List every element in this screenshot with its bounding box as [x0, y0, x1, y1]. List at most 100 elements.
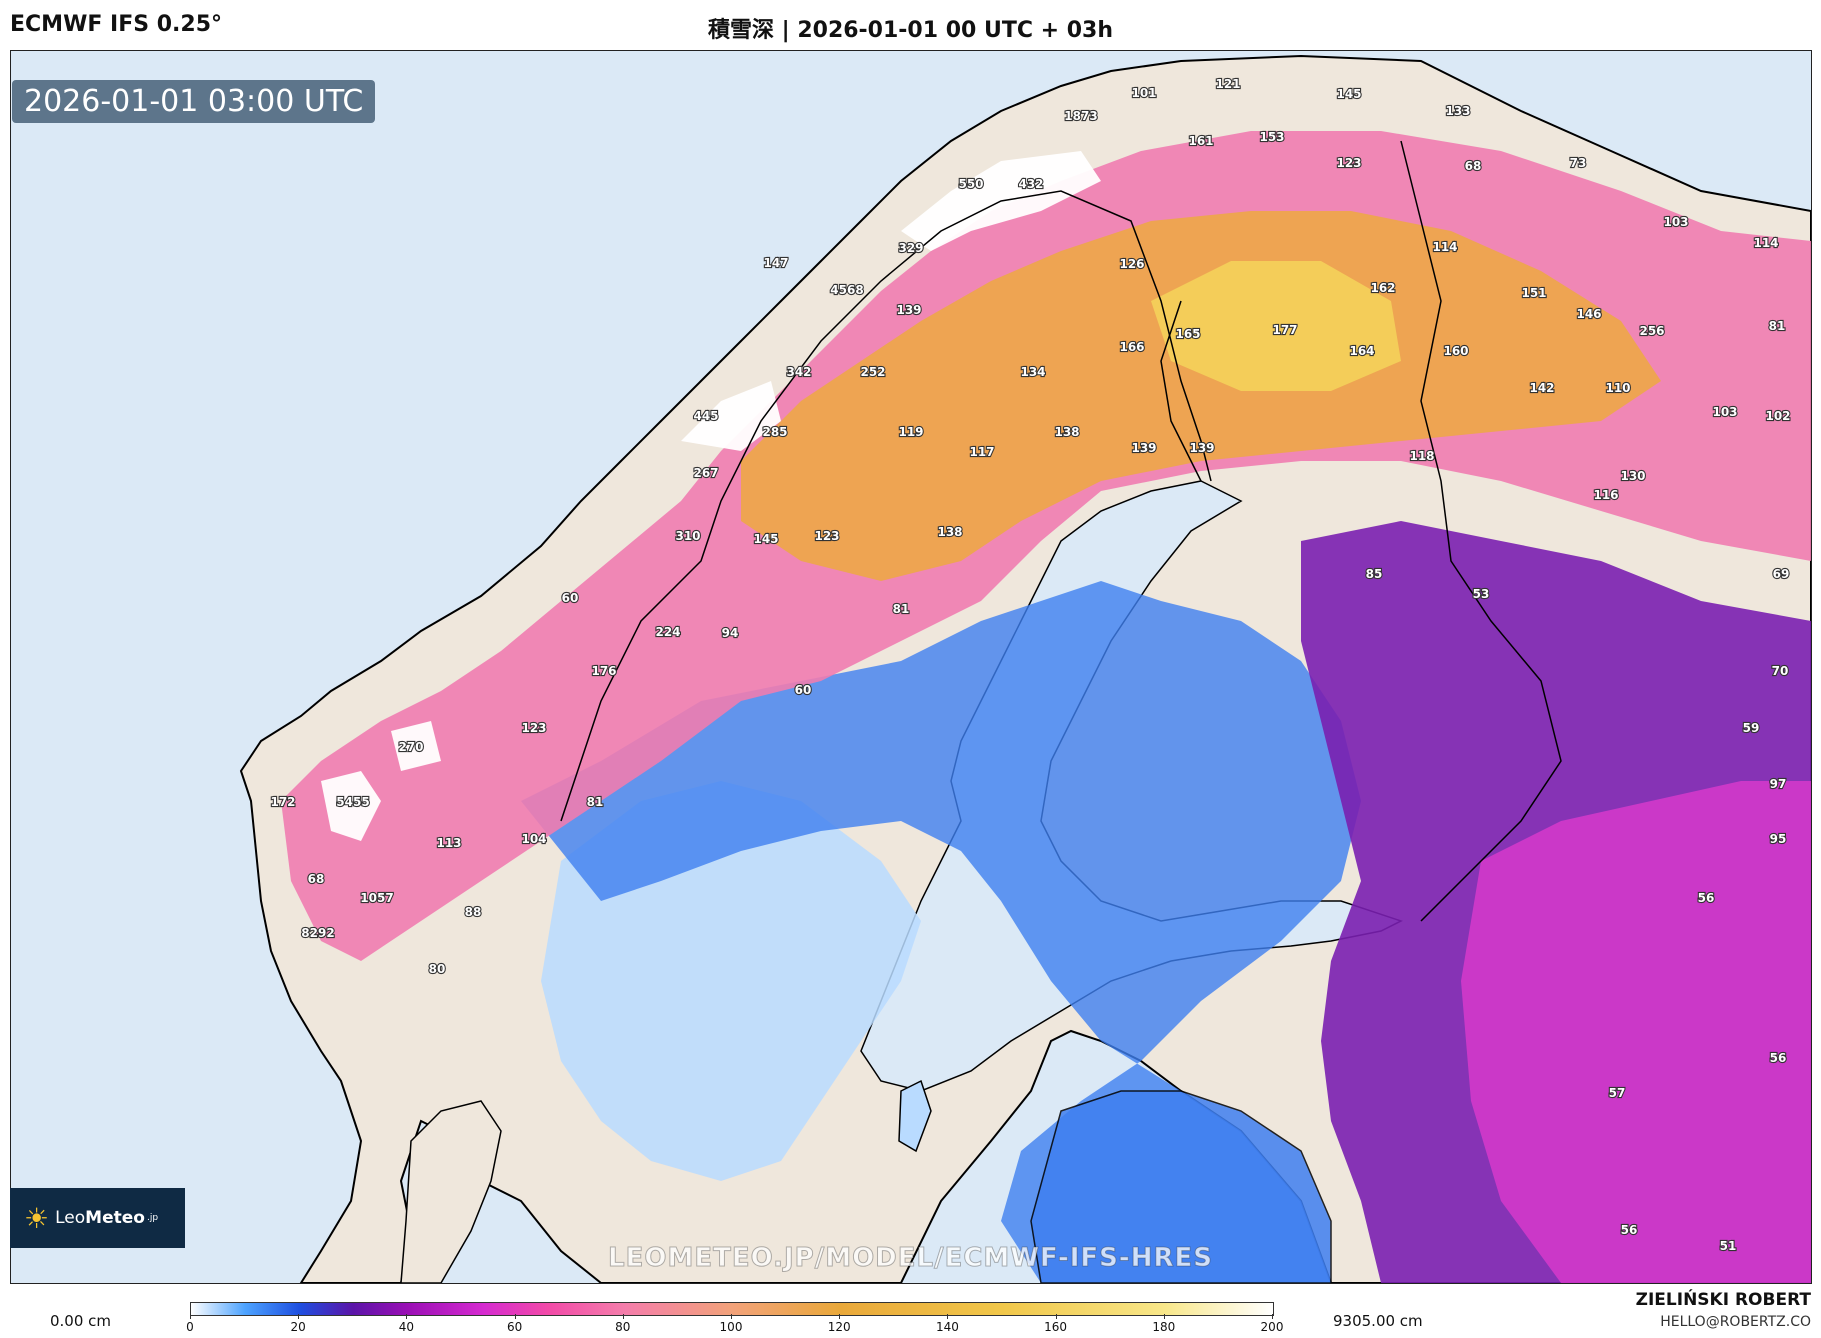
point-value: 81: [587, 795, 604, 809]
point-value: 80: [429, 962, 446, 976]
colorbar-tick-label: 200: [1260, 1320, 1284, 1334]
point-value: 432: [1018, 177, 1043, 191]
land-gotland: [898, 1079, 932, 1153]
point-value: 103: [1663, 215, 1688, 229]
colorbar-tick-label: 60: [506, 1320, 523, 1334]
point-value: 60: [795, 683, 812, 697]
colorbar-tick-mark: [1055, 1314, 1057, 1319]
point-value: 104: [521, 832, 546, 846]
point-value: 151: [1521, 286, 1546, 300]
valid-time-badge: 2026-01-01 03:00 UTC: [12, 80, 376, 123]
point-value: 110: [1605, 381, 1630, 395]
point-value: 103: [1712, 405, 1737, 419]
point-value: 267: [693, 466, 718, 480]
point-value: 60: [562, 591, 579, 605]
point-value: 270: [398, 740, 423, 754]
snow-orange-core: [741, 211, 1661, 581]
point-value: 153: [1259, 130, 1284, 144]
point-value: 121: [1215, 77, 1240, 91]
point-value: 130: [1620, 469, 1645, 483]
point-value: 102: [1765, 409, 1790, 423]
point-value: 146: [1576, 307, 1601, 321]
colorbar-tick-mark: [947, 1314, 949, 1319]
colorbar-tick-label: 120: [827, 1320, 851, 1334]
point-value: 85: [1366, 567, 1383, 581]
point-value: 1057: [360, 891, 393, 905]
point-value: 445: [693, 409, 718, 423]
point-value: 73: [1570, 156, 1587, 170]
border-finland-russia: [1400, 140, 1562, 922]
point-value: 145: [1336, 87, 1361, 101]
point-value: 95: [1770, 832, 1787, 846]
point-value: 342: [786, 365, 811, 379]
border-norway-sweden: [560, 190, 1212, 822]
colorbar-tick-mark: [1272, 1314, 1273, 1319]
point-value: 145: [753, 532, 778, 546]
point-value: 88: [465, 905, 482, 919]
snow-depth-map[interactable]: 101 121 145 133 1873 161 153 123 68 73 550 432 103 32…: [10, 50, 1812, 1284]
point-value: 69: [1773, 567, 1790, 581]
land-denmark: [400, 1100, 502, 1283]
point-value: 118: [1409, 449, 1434, 463]
point-value: 56: [1698, 891, 1715, 905]
point-value: 139: [1189, 441, 1214, 455]
point-value: 59: [1743, 721, 1760, 735]
point-value: 1873: [1064, 109, 1097, 123]
logo-brand-bold: Meteo: [85, 1208, 145, 1228]
colorbar-tick-label: 0: [186, 1320, 194, 1334]
snow-yellow-core: [1151, 261, 1401, 391]
point-value: 142: [1529, 381, 1554, 395]
point-value: 116: [1593, 488, 1618, 502]
point-value: 114: [1432, 240, 1457, 254]
point-value: 57: [1609, 1086, 1626, 1100]
watermark-url: LEOMETEO.JP/MODEL/ECMWF-IFS-HRES: [608, 1243, 1213, 1274]
point-value: 139: [896, 303, 921, 317]
point-value: 310: [675, 529, 700, 543]
colorbar-tick-label: 20: [290, 1320, 306, 1334]
point-value: 113: [436, 836, 461, 850]
point-value: 117: [969, 445, 994, 459]
snow-magenta-east: [1461, 781, 1811, 1283]
point-value: 123: [814, 529, 839, 543]
author-name: ZIELIŃSKI ROBERT: [1635, 1290, 1811, 1310]
point-value: 550: [958, 177, 983, 191]
leometeo-logo[interactable]: ☀ Leo Meteo .jp: [10, 1188, 185, 1248]
point-value: 123: [521, 721, 546, 735]
point-value: 94: [722, 626, 739, 640]
point-value: 160: [1443, 344, 1468, 358]
point-value: 123: [1336, 156, 1361, 170]
legend-min-label: 0.00 cm: [50, 1312, 112, 1330]
point-value: 138: [937, 525, 962, 539]
point-value: 53: [1473, 587, 1490, 601]
point-value: 224: [655, 625, 680, 639]
point-value: 4568: [830, 283, 863, 297]
colorbar-tick-mark: [1163, 1314, 1165, 1319]
point-value: 119: [898, 425, 923, 439]
point-value: 5455: [336, 795, 369, 809]
point-value: 161: [1188, 134, 1213, 148]
point-value: 126: [1119, 257, 1144, 271]
model-name: ECMWF IFS 0.25°: [10, 12, 223, 37]
point-value: 285: [762, 425, 787, 439]
point-value: 165: [1175, 327, 1200, 341]
colorbar-tick-mark: [731, 1314, 732, 1319]
colorbar-tick-label: 100: [719, 1320, 743, 1334]
point-values: 101 121 145 133 1873 161 153 123 68 73 550 432 103 32…: [269, 76, 1791, 1254]
point-value: 81: [893, 602, 910, 616]
point-value: 68: [308, 872, 325, 886]
author-email[interactable]: HELLO@ROBERTZ.CO: [1660, 1314, 1811, 1330]
colorbar-tick-label: 80: [615, 1320, 631, 1334]
point-value: 114: [1753, 236, 1778, 250]
point-value: 134: [1020, 365, 1045, 379]
logo-suffix: .jp: [146, 1213, 159, 1223]
point-value: 138: [1054, 425, 1079, 439]
colorbar-tick-mark: [406, 1314, 408, 1319]
colorbar-tick-label: 140: [935, 1320, 959, 1334]
point-value: 97: [1770, 777, 1787, 791]
colorbar-tick-label: 180: [1152, 1320, 1176, 1334]
point-value: 8292: [301, 926, 334, 940]
point-value: 139: [1131, 441, 1156, 455]
colorbar: [190, 1302, 1274, 1316]
point-value: 166: [1119, 340, 1144, 354]
colorbar-tick-mark: [514, 1314, 516, 1319]
